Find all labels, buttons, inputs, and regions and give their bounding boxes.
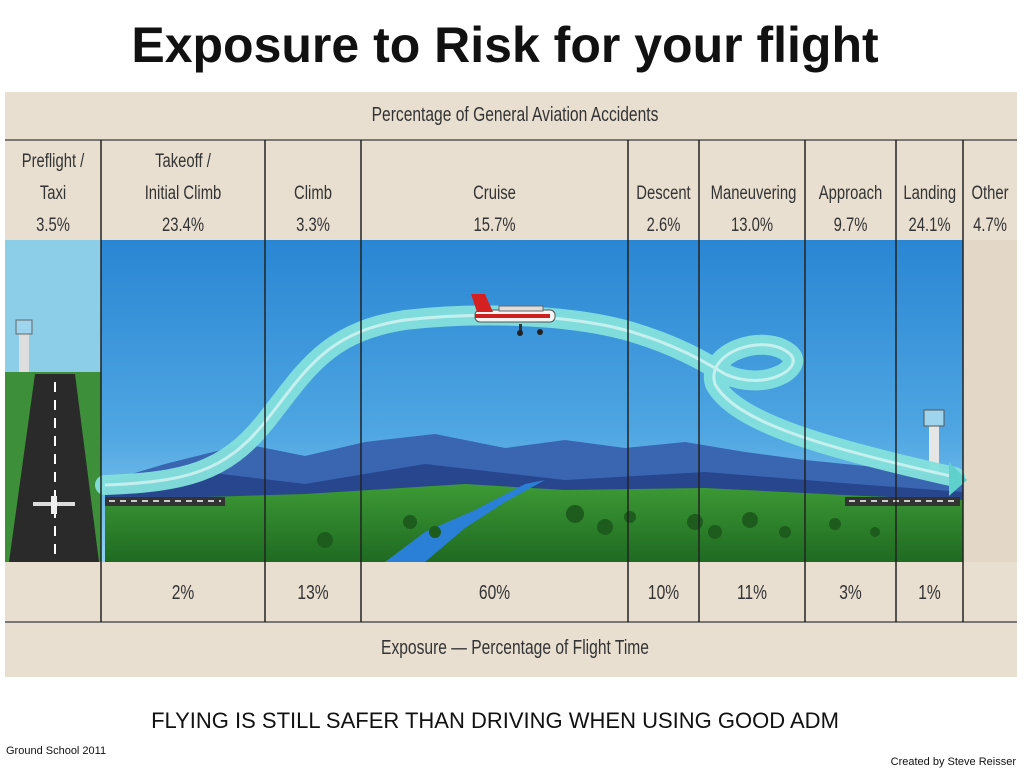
- exposure-descent: 10%: [647, 582, 680, 604]
- phase-approach: Approach 9.7%: [818, 183, 883, 236]
- accident-band: [5, 92, 1017, 240]
- phase-landing: Landing 24.1%: [903, 183, 957, 236]
- exposure-landing: 1%: [918, 582, 941, 604]
- runway: [9, 374, 99, 562]
- phase-takeoff-initial-climb: Takeoff / Initial Climb 23.4%: [144, 151, 222, 236]
- phase-other: Other 4.7%: [971, 183, 1009, 236]
- phase-descent: Descent 2.6%: [636, 183, 691, 236]
- footer-author: Created by Steve Reisser: [890, 756, 1016, 768]
- tagline: FLYING IS STILL SAFER THAN DRIVING WHEN …: [151, 708, 839, 733]
- landing-runway: [845, 497, 960, 506]
- footer-course: Ground School 2011: [6, 745, 107, 757]
- exposure-cruise: 60%: [478, 582, 511, 604]
- diagram-artwork: [5, 92, 1017, 677]
- exposure-header: Exposure — Percentage of Flight Time: [381, 637, 649, 659]
- river: [385, 480, 545, 562]
- exposure-takeoff: 2%: [171, 582, 195, 604]
- exposure-approach: 3%: [839, 582, 862, 604]
- phase-climb: Climb 3.3%: [294, 183, 332, 236]
- accidents-header: Percentage of General Aviation Accidents: [371, 104, 659, 126]
- phase-maneuvering: Maneuvering 13.0%: [710, 183, 797, 236]
- airplane-icon: [471, 294, 556, 336]
- exposure-climb: 13%: [297, 582, 329, 604]
- exposure-band: [5, 562, 1017, 677]
- accident-exposure-diagram: Percentage of General Aviation Accidents…: [5, 92, 1017, 677]
- slide-title: Exposure to Risk for your flight: [131, 17, 879, 73]
- phase-preflight-taxi: Preflight / Taxi 3.5%: [21, 151, 85, 236]
- phase-cruise: Cruise 15.7%: [473, 183, 516, 236]
- exposure-maneuvering: 11%: [736, 582, 768, 604]
- arrow-head: [949, 462, 967, 496]
